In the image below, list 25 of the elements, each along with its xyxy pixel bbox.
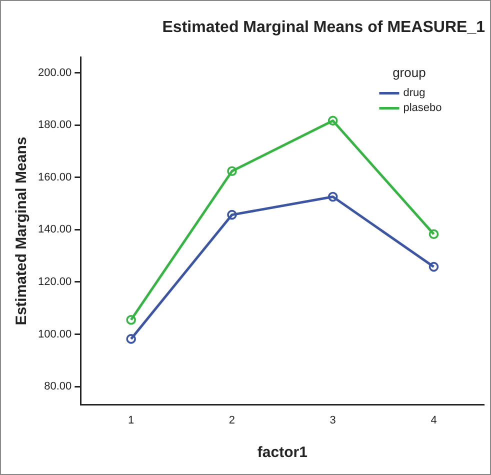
point: [126, 314, 136, 325]
y-tick-label: 140.00: [38, 224, 72, 236]
y-axis-title: Estimated Marginal Means: [13, 136, 30, 326]
x-tick-label: 3: [330, 414, 336, 426]
legend-title: group: [392, 64, 426, 80]
x-tick-label: 2: [228, 414, 236, 426]
point: [328, 116, 338, 126]
point: [227, 210, 237, 220]
y-tick-label: 80.00: [44, 380, 72, 393]
point: [328, 192, 338, 202]
y-tick-label: 160.00: [38, 171, 72, 184]
point: [428, 229, 439, 240]
legend-label: plasebo: [403, 102, 442, 114]
y-tick-label: 120.00: [38, 276, 72, 288]
point: [428, 262, 439, 272]
point: [126, 334, 136, 344]
chart-title: Estimated Marginal Means of MEASURE_1: [162, 19, 486, 36]
y-tick-label: 180.00: [38, 119, 72, 132]
x-tick-label: 1: [128, 414, 134, 426]
y-tick-label: 200.00: [38, 66, 72, 79]
x-tick-label: 4: [430, 414, 437, 426]
y-tick-label: 100.00: [38, 328, 72, 340]
point: [227, 166, 237, 176]
legend-label: drug: [403, 87, 426, 100]
x-axis-title: factor1: [257, 444, 308, 462]
